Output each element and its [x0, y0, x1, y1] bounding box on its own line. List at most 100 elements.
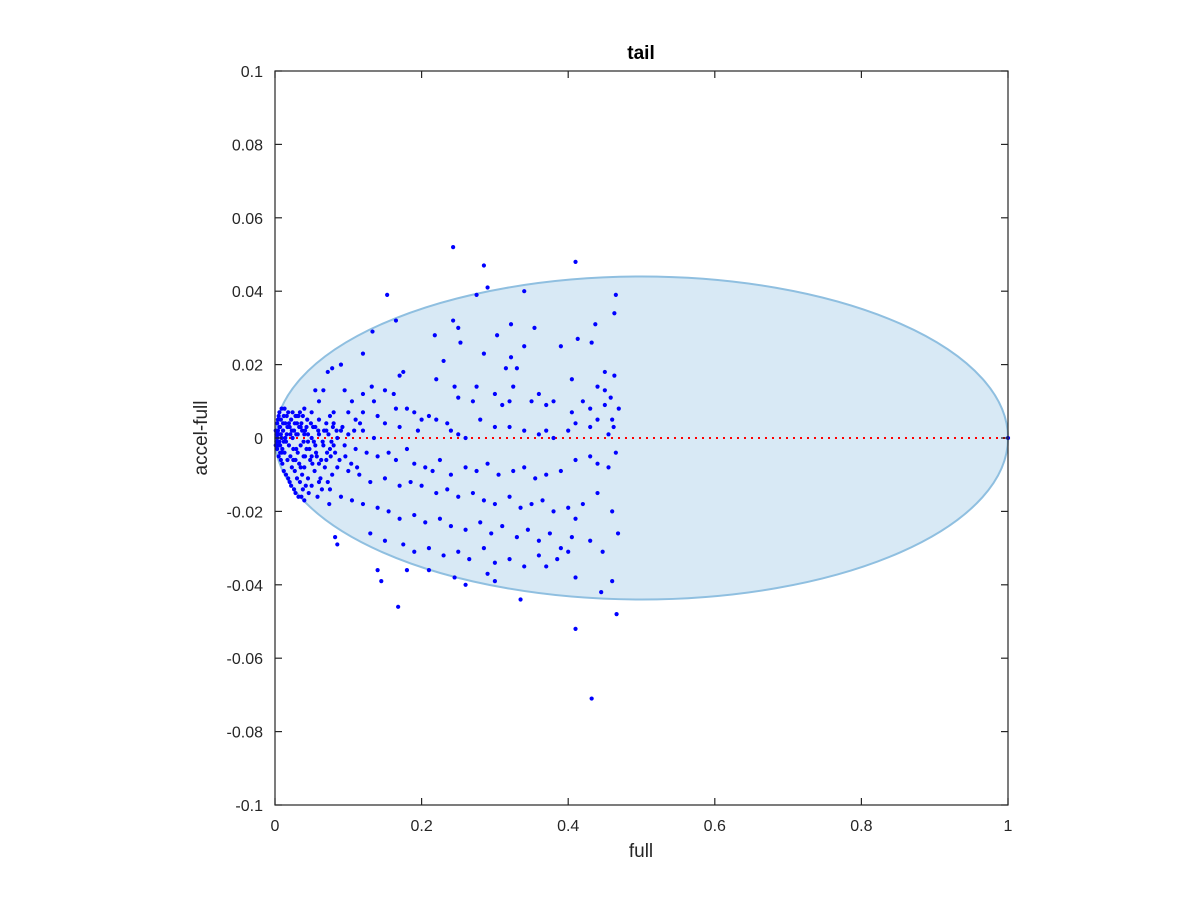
data-point: [467, 557, 472, 562]
data-point: [508, 322, 514, 327]
data-point: [277, 439, 282, 444]
data-point: [282, 450, 287, 455]
data-point: [335, 465, 340, 470]
data-point: [529, 501, 534, 507]
data-point: [408, 479, 413, 485]
data-point: [278, 432, 283, 437]
data-point: [273, 443, 278, 448]
data-point: [320, 439, 325, 444]
data-point: [391, 391, 396, 397]
data-point: [492, 579, 497, 584]
data-point: [289, 417, 294, 422]
data-point: [489, 531, 494, 536]
data-point: [426, 413, 432, 419]
data-point: [573, 421, 578, 426]
data-point: [558, 468, 563, 474]
data-point: [286, 410, 291, 415]
data-point: [437, 457, 443, 463]
data-point: [280, 446, 285, 452]
data-point: [316, 479, 322, 485]
data-point: [304, 424, 309, 430]
data-point: [382, 388, 388, 393]
data-point: [357, 421, 363, 426]
data-point: [324, 421, 329, 426]
data-point: [327, 413, 333, 419]
data-point: [514, 366, 519, 371]
data-point: [492, 424, 497, 430]
data-point: [371, 435, 377, 441]
data-point: [551, 399, 556, 404]
x-tick-label: 0.2: [410, 818, 432, 835]
data-point: [393, 406, 399, 411]
data-point: [525, 527, 530, 532]
data-point: [286, 476, 291, 481]
x-tick-label: 0: [271, 818, 280, 835]
data-point: [547, 531, 552, 536]
data-point: [595, 384, 600, 389]
y-tick-label: -0.06: [227, 651, 264, 668]
data-point: [508, 355, 514, 360]
data-point: [606, 432, 611, 437]
data-point: [375, 505, 380, 510]
data-point: [288, 432, 293, 437]
data-point: [278, 457, 283, 463]
data-point: [470, 490, 476, 496]
data-point: [437, 516, 443, 521]
data-point: [514, 534, 519, 540]
data-point: [322, 428, 327, 433]
data-point: [342, 443, 347, 448]
data-point: [415, 428, 421, 433]
data-point: [328, 454, 333, 459]
data-point: [287, 479, 292, 485]
data-point: [522, 344, 527, 349]
data-point: [608, 395, 613, 400]
data-point: [289, 428, 294, 433]
y-tick-label: -0.1: [235, 798, 263, 815]
data-point: [612, 311, 617, 316]
data-point: [397, 483, 402, 488]
data-point: [316, 417, 322, 422]
data-point: [294, 413, 300, 419]
data-point: [360, 428, 366, 433]
y-tick-label: -0.08: [227, 725, 264, 742]
data-point: [273, 428, 278, 433]
data-point: [544, 472, 549, 477]
data-point: [314, 454, 319, 459]
data-point: [569, 377, 574, 382]
data-point: [325, 479, 330, 485]
data-point: [338, 362, 344, 367]
data-point: [533, 476, 538, 481]
x-axis-label: full: [629, 841, 653, 862]
data-point: [292, 468, 297, 474]
data-point: [294, 446, 299, 452]
data-point: [599, 590, 604, 595]
data-point: [300, 472, 305, 477]
data-point: [299, 421, 304, 426]
data-point: [382, 538, 388, 543]
data-point: [485, 285, 490, 290]
data-point: [346, 432, 351, 437]
data-point: [507, 557, 512, 562]
data-point: [284, 432, 289, 437]
data-point: [281, 439, 286, 444]
data-point: [481, 263, 487, 268]
scatter-points: [273, 245, 1011, 701]
data-point: [335, 542, 340, 547]
data-point: [316, 428, 321, 433]
data-point: [309, 483, 314, 488]
data-point: [397, 516, 402, 521]
data-point: [305, 476, 311, 481]
data-point: [379, 579, 384, 584]
data-point: [573, 259, 578, 264]
data-point: [338, 494, 344, 499]
data-point: [360, 410, 366, 415]
data-point: [279, 406, 284, 411]
data-point: [602, 369, 607, 375]
data-point: [284, 413, 289, 419]
data-point: [614, 612, 619, 617]
data-point: [492, 560, 497, 565]
data-point: [612, 373, 617, 378]
data-point: [369, 384, 374, 389]
data-point: [300, 487, 305, 492]
data-point: [310, 461, 315, 466]
